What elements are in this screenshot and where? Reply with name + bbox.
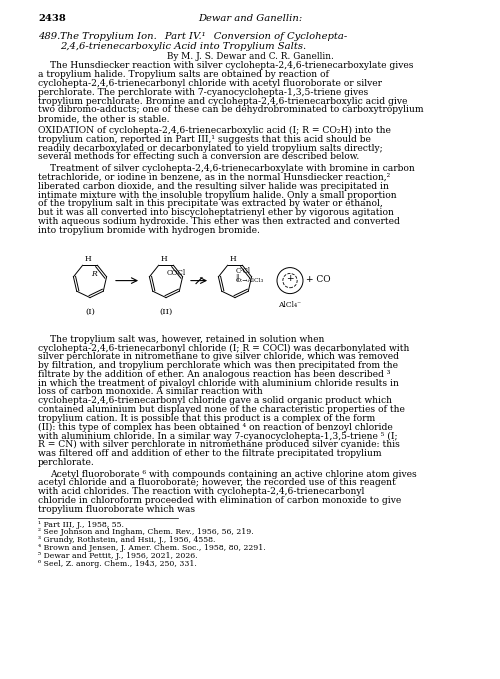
Text: Dewar and Ganellin:: Dewar and Ganellin: bbox=[198, 14, 302, 23]
Text: O:→AlCl₃: O:→AlCl₃ bbox=[236, 278, 264, 283]
Text: ² See Johnson and Ingham, Chem. Rev., 1956, 56, 219.: ² See Johnson and Ingham, Chem. Rev., 19… bbox=[38, 528, 254, 536]
Text: The Tropylium Ion.  Part IV.¹  Conversion of Cyclohepta-: The Tropylium Ion. Part IV.¹ Conversion … bbox=[60, 32, 347, 41]
Text: intimate mixture with the insoluble tropylium halide. Only a small proportion: intimate mixture with the insoluble trop… bbox=[38, 191, 397, 200]
Text: + CO: + CO bbox=[306, 275, 330, 284]
Text: but it was all converted into biscycloheptatrienyl ether by vigorous agitation: but it was all converted into biscyclohe… bbox=[38, 208, 394, 217]
Text: with acid chlorides. The reaction with cyclohepta-2,4,6-trienecarbonyl: with acid chlorides. The reaction with c… bbox=[38, 488, 364, 496]
Text: contained aluminium but displayed none of the characteristic properties of the: contained aluminium but displayed none o… bbox=[38, 405, 405, 414]
Text: cyclohepta-2,4,6-trienecarbonyl chloride with acetyl fluoroborate or silver: cyclohepta-2,4,6-trienecarbonyl chloride… bbox=[38, 79, 382, 88]
Text: AlCl₄⁻: AlCl₄⁻ bbox=[278, 301, 301, 308]
Text: readily decarboxylated or decarbonylated to yield tropylium salts directly;: readily decarboxylated or decarbonylated… bbox=[38, 143, 383, 153]
Text: perchlorate. The perchlorate with 7-cyanocyclohepta-1,3,5-triene gives: perchlorate. The perchlorate with 7-cyan… bbox=[38, 88, 368, 97]
Text: in which the treatment of pivaloyl chloride with aluminium chloride results in: in which the treatment of pivaloyl chlor… bbox=[38, 379, 399, 388]
Text: was filtered off and addition of ether to the filtrate precipitated tropylium: was filtered off and addition of ether t… bbox=[38, 449, 382, 458]
Text: loss of carbon monoxide. A similar reaction with: loss of carbon monoxide. A similar react… bbox=[38, 388, 263, 397]
Text: +: + bbox=[286, 274, 294, 283]
Text: C-Cl: C-Cl bbox=[236, 268, 250, 275]
Text: R = CN) with silver perchlorate in nitromethane produced silver cyanide: this: R = CN) with silver perchlorate in nitro… bbox=[38, 440, 400, 449]
Text: ¹ Part III, J., 1958, 55.: ¹ Part III, J., 1958, 55. bbox=[38, 521, 124, 528]
Text: silver perchlorate in nitromethane to give silver chloride, which was removed: silver perchlorate in nitromethane to gi… bbox=[38, 352, 399, 361]
Text: (II): this type of complex has been obtained ⁴ on reaction of benzoyl chloride: (II): this type of complex has been obta… bbox=[38, 422, 393, 432]
Text: 2438: 2438 bbox=[38, 14, 66, 23]
Text: By M. J. S. Dewar and C. R. Ganellin.: By M. J. S. Dewar and C. R. Ganellin. bbox=[166, 52, 334, 60]
Text: OXIDATION of cyclohepta-2,4,6-trienecarboxylic acid (I; R = CO₂H) into the: OXIDATION of cyclohepta-2,4,6-trienecarb… bbox=[38, 126, 391, 135]
Text: (II): (II) bbox=[160, 308, 172, 316]
Text: tropylium perchlorate. Bromine and cyclohepta-2,4,6-trienecarboxylic acid give: tropylium perchlorate. Bromine and cyclo… bbox=[38, 96, 408, 106]
Text: chloride in chloroform proceeded with elimination of carbon monoxide to give: chloride in chloroform proceeded with el… bbox=[38, 496, 401, 505]
Text: bromide, the other is stable.: bromide, the other is stable. bbox=[38, 114, 170, 123]
Text: by filtration, and tropylium perchlorate which was then precipitated from the: by filtration, and tropylium perchlorate… bbox=[38, 361, 398, 370]
Text: ⁵ Dewar and Pettit, J., 1956, 2021, 2026.: ⁵ Dewar and Pettit, J., 1956, 2021, 2026… bbox=[38, 552, 198, 559]
Text: ⁶ Seel, Z. anorg. Chem., 1943, 250, 331.: ⁶ Seel, Z. anorg. Chem., 1943, 250, 331. bbox=[38, 559, 197, 568]
Text: tropylium fluoroborate which was: tropylium fluoroborate which was bbox=[38, 504, 195, 514]
Text: ‖: ‖ bbox=[236, 273, 239, 281]
Text: of the tropylium salt in this precipitate was extracted by water or ethanol,: of the tropylium salt in this precipitat… bbox=[38, 200, 383, 208]
Text: ⁴ Brown and Jensen, J. Amer. Chem. Soc., 1958, 80, 2291.: ⁴ Brown and Jensen, J. Amer. Chem. Soc.,… bbox=[38, 544, 266, 552]
Text: cyclohepta-2,4,6-trienecarbonyl chloride gave a solid organic product which: cyclohepta-2,4,6-trienecarbonyl chloride… bbox=[38, 397, 392, 405]
Text: ³ Grundy, Rothstein, and Hsii, J., 1956, 4558.: ³ Grundy, Rothstein, and Hsii, J., 1956,… bbox=[38, 536, 216, 544]
Text: perchlorate.: perchlorate. bbox=[38, 458, 95, 466]
Text: H: H bbox=[160, 255, 167, 263]
Text: into tropylium bromide with hydrogen bromide.: into tropylium bromide with hydrogen bro… bbox=[38, 226, 260, 235]
Text: tropylium cation, reported in Part III,¹ suggests that this acid should be: tropylium cation, reported in Part III,¹… bbox=[38, 135, 371, 144]
Text: tropylium cation. It is possible that this product is a complex of the form: tropylium cation. It is possible that th… bbox=[38, 414, 375, 423]
Text: two dibromo-adducts; one of these can be dehydrobrominated to carboxytropylium: two dibromo-adducts; one of these can be… bbox=[38, 105, 424, 114]
Text: The Hunsdiecker reaction with silver cyclohepta-2,4,6-trienecarboxylate gives: The Hunsdiecker reaction with silver cyc… bbox=[50, 61, 414, 71]
Text: 2,4,6-trienecarboxylic Acid into Tropylium Salts.: 2,4,6-trienecarboxylic Acid into Tropyli… bbox=[60, 42, 306, 51]
Text: filtrate by the addition of ether. An analogous reaction has been described ³: filtrate by the addition of ether. An an… bbox=[38, 370, 391, 379]
Text: liberated carbon dioxide, and the resulting silver halide was precipitated in: liberated carbon dioxide, and the result… bbox=[38, 182, 389, 191]
Text: 489.: 489. bbox=[38, 32, 60, 41]
Text: The tropylium salt was, however, retained in solution when: The tropylium salt was, however, retaine… bbox=[50, 335, 324, 344]
Text: H: H bbox=[230, 255, 236, 263]
Text: several methods for effecting such a conversion are described below.: several methods for effecting such a con… bbox=[38, 152, 359, 162]
Text: R: R bbox=[90, 270, 96, 278]
Text: a tropylium halide. Tropylium salts are obtained by reaction of: a tropylium halide. Tropylium salts are … bbox=[38, 70, 329, 79]
Text: Acetyl fluoroborate ⁶ with compounds containing an active chlorine atom gives: Acetyl fluoroborate ⁶ with compounds con… bbox=[50, 470, 417, 479]
Text: (I): (I) bbox=[85, 308, 95, 316]
Text: acetyl chloride and a fluoroborate; however, the recorded use of this reagent: acetyl chloride and a fluoroborate; howe… bbox=[38, 479, 396, 488]
Text: COCl: COCl bbox=[166, 270, 186, 277]
Text: H: H bbox=[84, 255, 91, 263]
Text: tetrachloride, or iodine in benzene, as in the normal Hunsdiecker reaction,²: tetrachloride, or iodine in benzene, as … bbox=[38, 173, 390, 182]
Text: with aqueous sodium hydroxide. This ether was then extracted and converted: with aqueous sodium hydroxide. This ethe… bbox=[38, 217, 400, 226]
Text: cyclohepta-2,4,6-trienecarbonyl chloride (I; R = COCl) was decarbonylated with: cyclohepta-2,4,6-trienecarbonyl chloride… bbox=[38, 344, 410, 352]
Text: with aluminium chloride. In a similar way 7-cyanocyclohepta-1,3,5-triene ⁵ (I;: with aluminium chloride. In a similar wa… bbox=[38, 431, 398, 441]
Text: Treatment of silver cyclohepta-2,4,6-trienecarboxylate with bromine in carbon: Treatment of silver cyclohepta-2,4,6-tri… bbox=[50, 164, 415, 173]
